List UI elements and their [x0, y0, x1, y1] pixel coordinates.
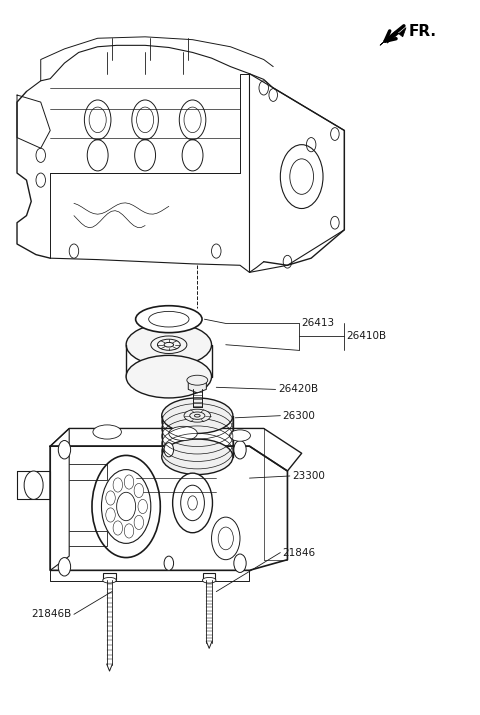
FancyBboxPatch shape [203, 573, 216, 581]
Circle shape [124, 475, 134, 489]
Text: 26413: 26413 [301, 318, 335, 328]
Circle shape [24, 471, 43, 499]
Ellipse shape [184, 409, 211, 422]
Circle shape [113, 478, 122, 492]
Ellipse shape [169, 426, 197, 440]
Circle shape [113, 521, 122, 535]
Circle shape [173, 473, 213, 533]
Ellipse shape [162, 439, 233, 475]
Text: 23300: 23300 [292, 471, 325, 481]
Ellipse shape [194, 414, 200, 417]
Polygon shape [380, 28, 406, 45]
Circle shape [234, 440, 246, 459]
Ellipse shape [126, 355, 212, 398]
Circle shape [134, 516, 144, 530]
Circle shape [106, 508, 115, 522]
Text: 21846B: 21846B [31, 609, 72, 619]
Circle shape [164, 443, 174, 457]
Ellipse shape [187, 375, 208, 385]
Circle shape [138, 499, 147, 513]
Circle shape [106, 491, 115, 505]
Circle shape [164, 556, 174, 571]
Text: FR.: FR. [408, 24, 436, 39]
Ellipse shape [93, 425, 121, 439]
Ellipse shape [164, 342, 174, 347]
Circle shape [134, 483, 144, 498]
Circle shape [101, 470, 151, 543]
Ellipse shape [157, 339, 180, 350]
Text: 21846: 21846 [283, 548, 316, 558]
Circle shape [58, 558, 71, 576]
Ellipse shape [190, 412, 205, 420]
FancyBboxPatch shape [103, 573, 116, 581]
Ellipse shape [136, 306, 202, 332]
Ellipse shape [126, 323, 212, 366]
Ellipse shape [229, 430, 251, 441]
Ellipse shape [103, 578, 116, 583]
Text: 26410B: 26410B [347, 331, 387, 341]
Ellipse shape [151, 336, 187, 353]
Circle shape [234, 554, 246, 573]
Circle shape [212, 517, 240, 560]
Circle shape [92, 455, 160, 558]
Ellipse shape [149, 312, 189, 327]
Ellipse shape [162, 398, 233, 433]
Polygon shape [188, 379, 206, 393]
Circle shape [58, 440, 71, 459]
Text: 26420B: 26420B [278, 385, 318, 395]
Circle shape [124, 524, 134, 538]
Text: 26300: 26300 [283, 410, 315, 420]
Ellipse shape [203, 578, 216, 583]
